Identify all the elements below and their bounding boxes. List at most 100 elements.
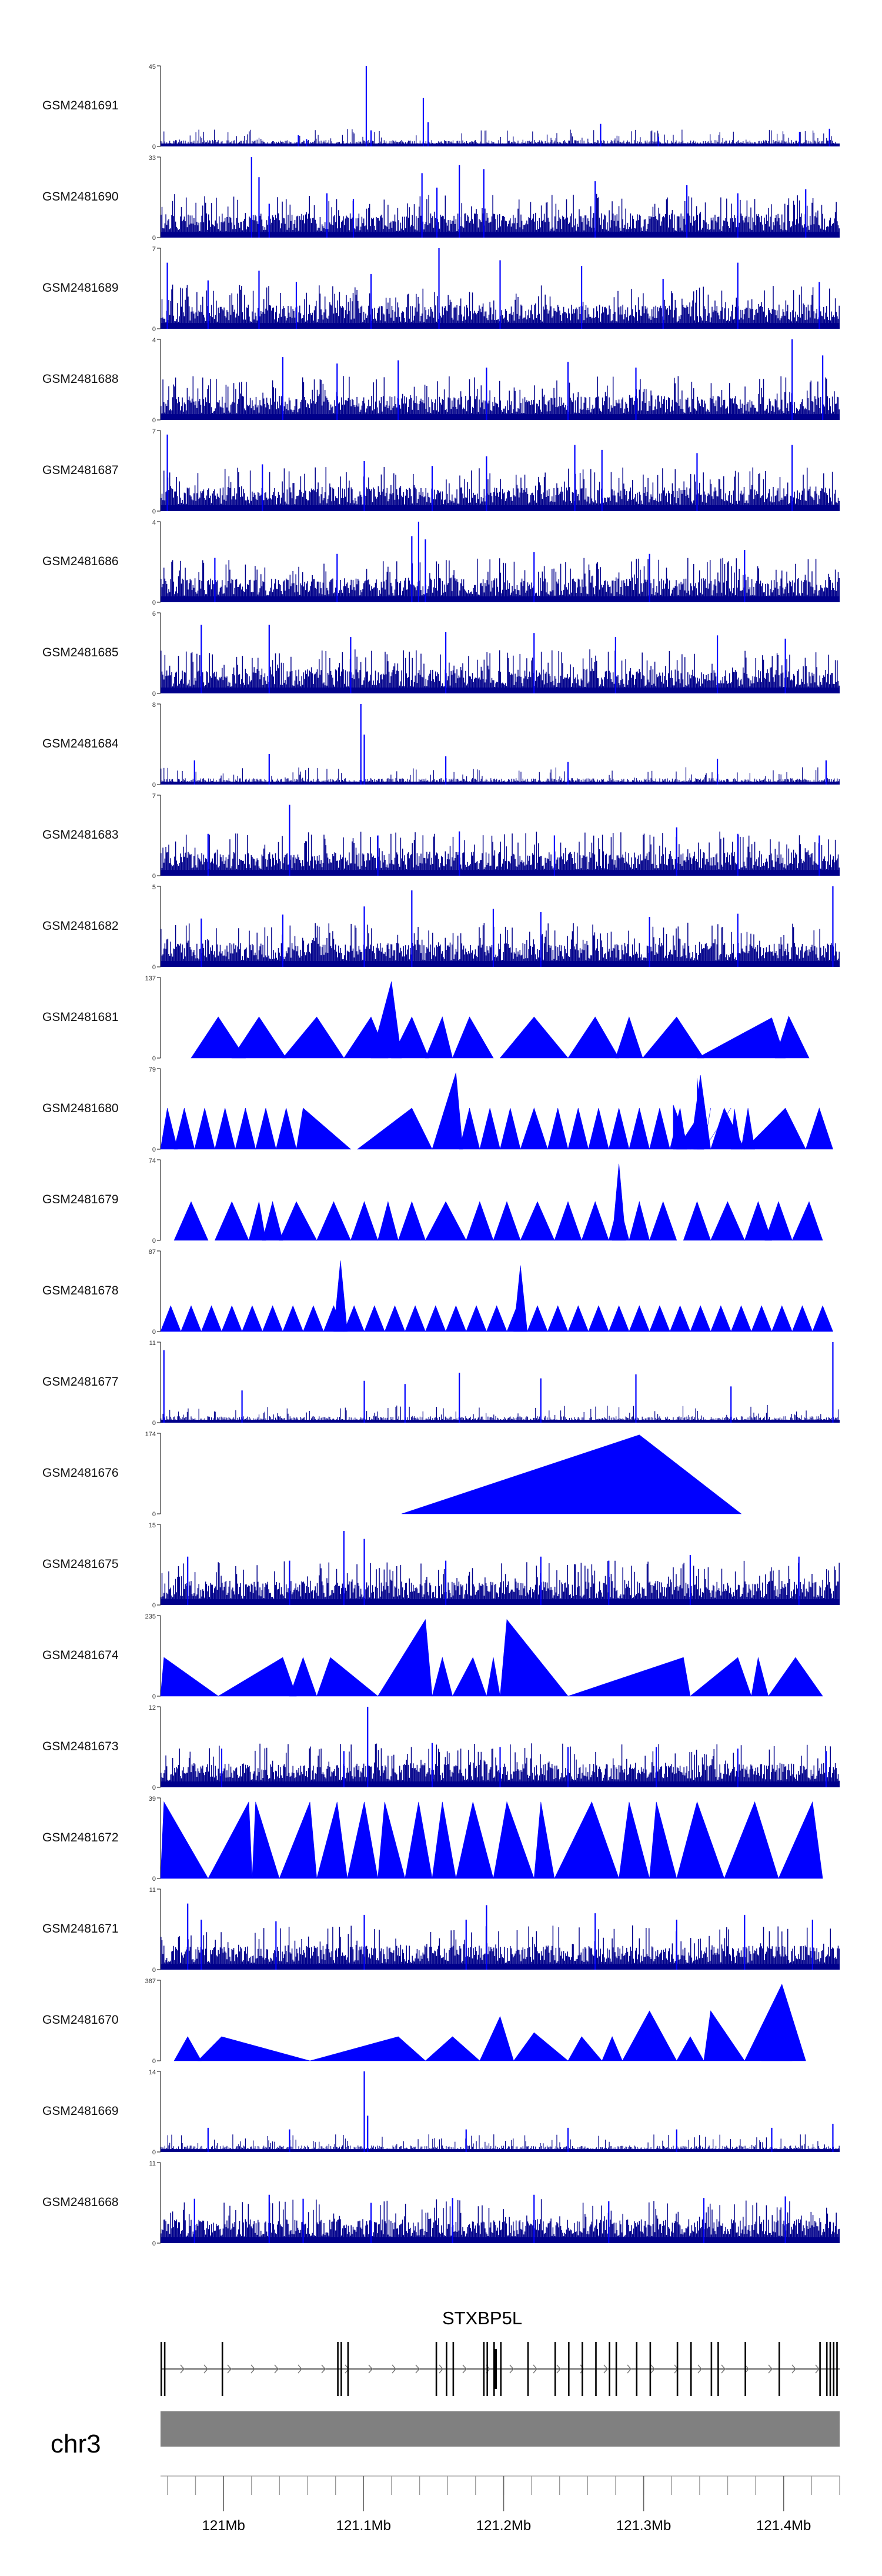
signal-peak [401, 1434, 742, 1514]
y-min-label: 0 [152, 2058, 156, 2065]
signal-peak [221, 1305, 243, 1332]
gene-exon [636, 2342, 638, 2396]
signal-peak [486, 1657, 500, 1697]
signal-bars [161, 1925, 840, 1970]
signal-peak [333, 1260, 348, 1332]
signal-peak [567, 2036, 603, 2061]
signal-peak [629, 1108, 650, 1150]
track-label: GSM2481668 [42, 2195, 119, 2209]
signal-peak [357, 1107, 433, 1150]
y-min-label: 0 [152, 1420, 156, 1427]
y-max-label: 11 [149, 1887, 156, 1894]
signal-peak [445, 1305, 467, 1332]
signal-peak [405, 1801, 433, 1879]
y-max-label: 137 [145, 975, 156, 982]
signal-peak [615, 1016, 643, 1059]
gene-exon [435, 2342, 437, 2396]
strand-arrow [321, 2364, 326, 2374]
gene-exon [452, 2342, 455, 2396]
signal-peak [252, 1801, 280, 1879]
gene-exon [347, 2342, 349, 2396]
signal-peak [173, 1201, 209, 1241]
signal-peak [710, 1201, 745, 1241]
signal-peak [554, 1201, 582, 1241]
signal-baseline [161, 782, 840, 785]
signal-bars [161, 2199, 840, 2243]
signal-peak [493, 1201, 521, 1241]
y-min-label: 0 [152, 1329, 156, 1336]
signal-peak [513, 1265, 528, 1332]
signal-peak [812, 1305, 833, 1332]
signal-peak [493, 1801, 534, 1879]
gene-exon [568, 2342, 570, 2396]
signal-peak [364, 1305, 385, 1332]
signal-peak [289, 1657, 318, 1697]
signal-bars [161, 558, 840, 602]
gene-exon [483, 2342, 485, 2396]
gene-exon [609, 2342, 610, 2396]
y-min-label: 0 [152, 1237, 156, 1244]
signal-peak [554, 1801, 620, 1879]
track-label: GSM2481686 [42, 555, 119, 568]
signal-baseline [161, 2149, 840, 2152]
strand-arrow [439, 2364, 443, 2374]
signal-peak [567, 1016, 620, 1059]
track-label: GSM2481672 [42, 1831, 119, 1844]
gene-exon [486, 2342, 488, 2396]
strand-arrow [815, 2364, 820, 2374]
signal-baseline [161, 232, 840, 238]
signal-baseline [161, 688, 840, 693]
signal-peak [499, 1016, 569, 1059]
signal-peak [751, 1305, 772, 1332]
signal-peak [520, 1107, 548, 1150]
signal-peak [751, 1657, 769, 1697]
y-max-label: 7 [152, 246, 156, 253]
signal-peak [160, 1108, 178, 1150]
y-min-label: 0 [152, 508, 156, 515]
signal-peak [160, 1657, 219, 1697]
signal-bars [161, 376, 840, 420]
y-max-label: 87 [149, 1249, 156, 1256]
signal-peak [231, 1016, 287, 1059]
strand-arrow [180, 2364, 185, 2374]
track-label: GSM2481675 [42, 1557, 119, 1571]
signal-peak [500, 1108, 521, 1150]
y-min-label: 0 [152, 690, 156, 698]
strand-arrow [298, 2364, 302, 2374]
track-label: GSM2481681 [42, 1010, 119, 1024]
signal-peak [208, 1801, 253, 1879]
signal-peak [567, 1108, 589, 1150]
track-label: GSM2481673 [42, 1740, 119, 1753]
genome-tick-label: 121Mb [202, 2518, 245, 2534]
y-max-label: 6 [152, 610, 156, 618]
signal-peak [425, 1305, 446, 1332]
y-max-label: 79 [149, 1066, 156, 1073]
y-min-label: 0 [152, 1784, 156, 1791]
gene-exon [819, 2342, 821, 2396]
gene-exon [554, 2342, 556, 2396]
signal-peak [235, 1108, 256, 1150]
signal-peak [377, 1619, 433, 1697]
signal-peak [764, 1201, 793, 1241]
track-label: GSM2481685 [42, 646, 119, 659]
signal-peak [629, 1201, 650, 1241]
y-max-label: 5 [152, 884, 156, 891]
signal-peak [425, 1016, 453, 1059]
gene-exon [337, 2342, 339, 2396]
gene-exon [833, 2342, 835, 2396]
signal-peak [282, 1305, 303, 1332]
strand-arrow [509, 2364, 514, 2374]
genome-tick-label: 121.1Mb [336, 2518, 391, 2534]
signal-peak [520, 1201, 555, 1241]
gene-exon [500, 2342, 502, 2396]
gene-exon [829, 2342, 831, 2396]
signal-peak [316, 1801, 348, 1879]
strand-arrow [791, 2364, 796, 2374]
track-label: GSM2481680 [42, 1102, 119, 1115]
signal-peak [690, 1075, 711, 1150]
signal-baseline [161, 596, 840, 602]
signal-peak [432, 1657, 453, 1697]
signal-peak [629, 1305, 650, 1332]
signal-peak [622, 2010, 677, 2061]
track-label: GSM2481688 [42, 372, 119, 386]
